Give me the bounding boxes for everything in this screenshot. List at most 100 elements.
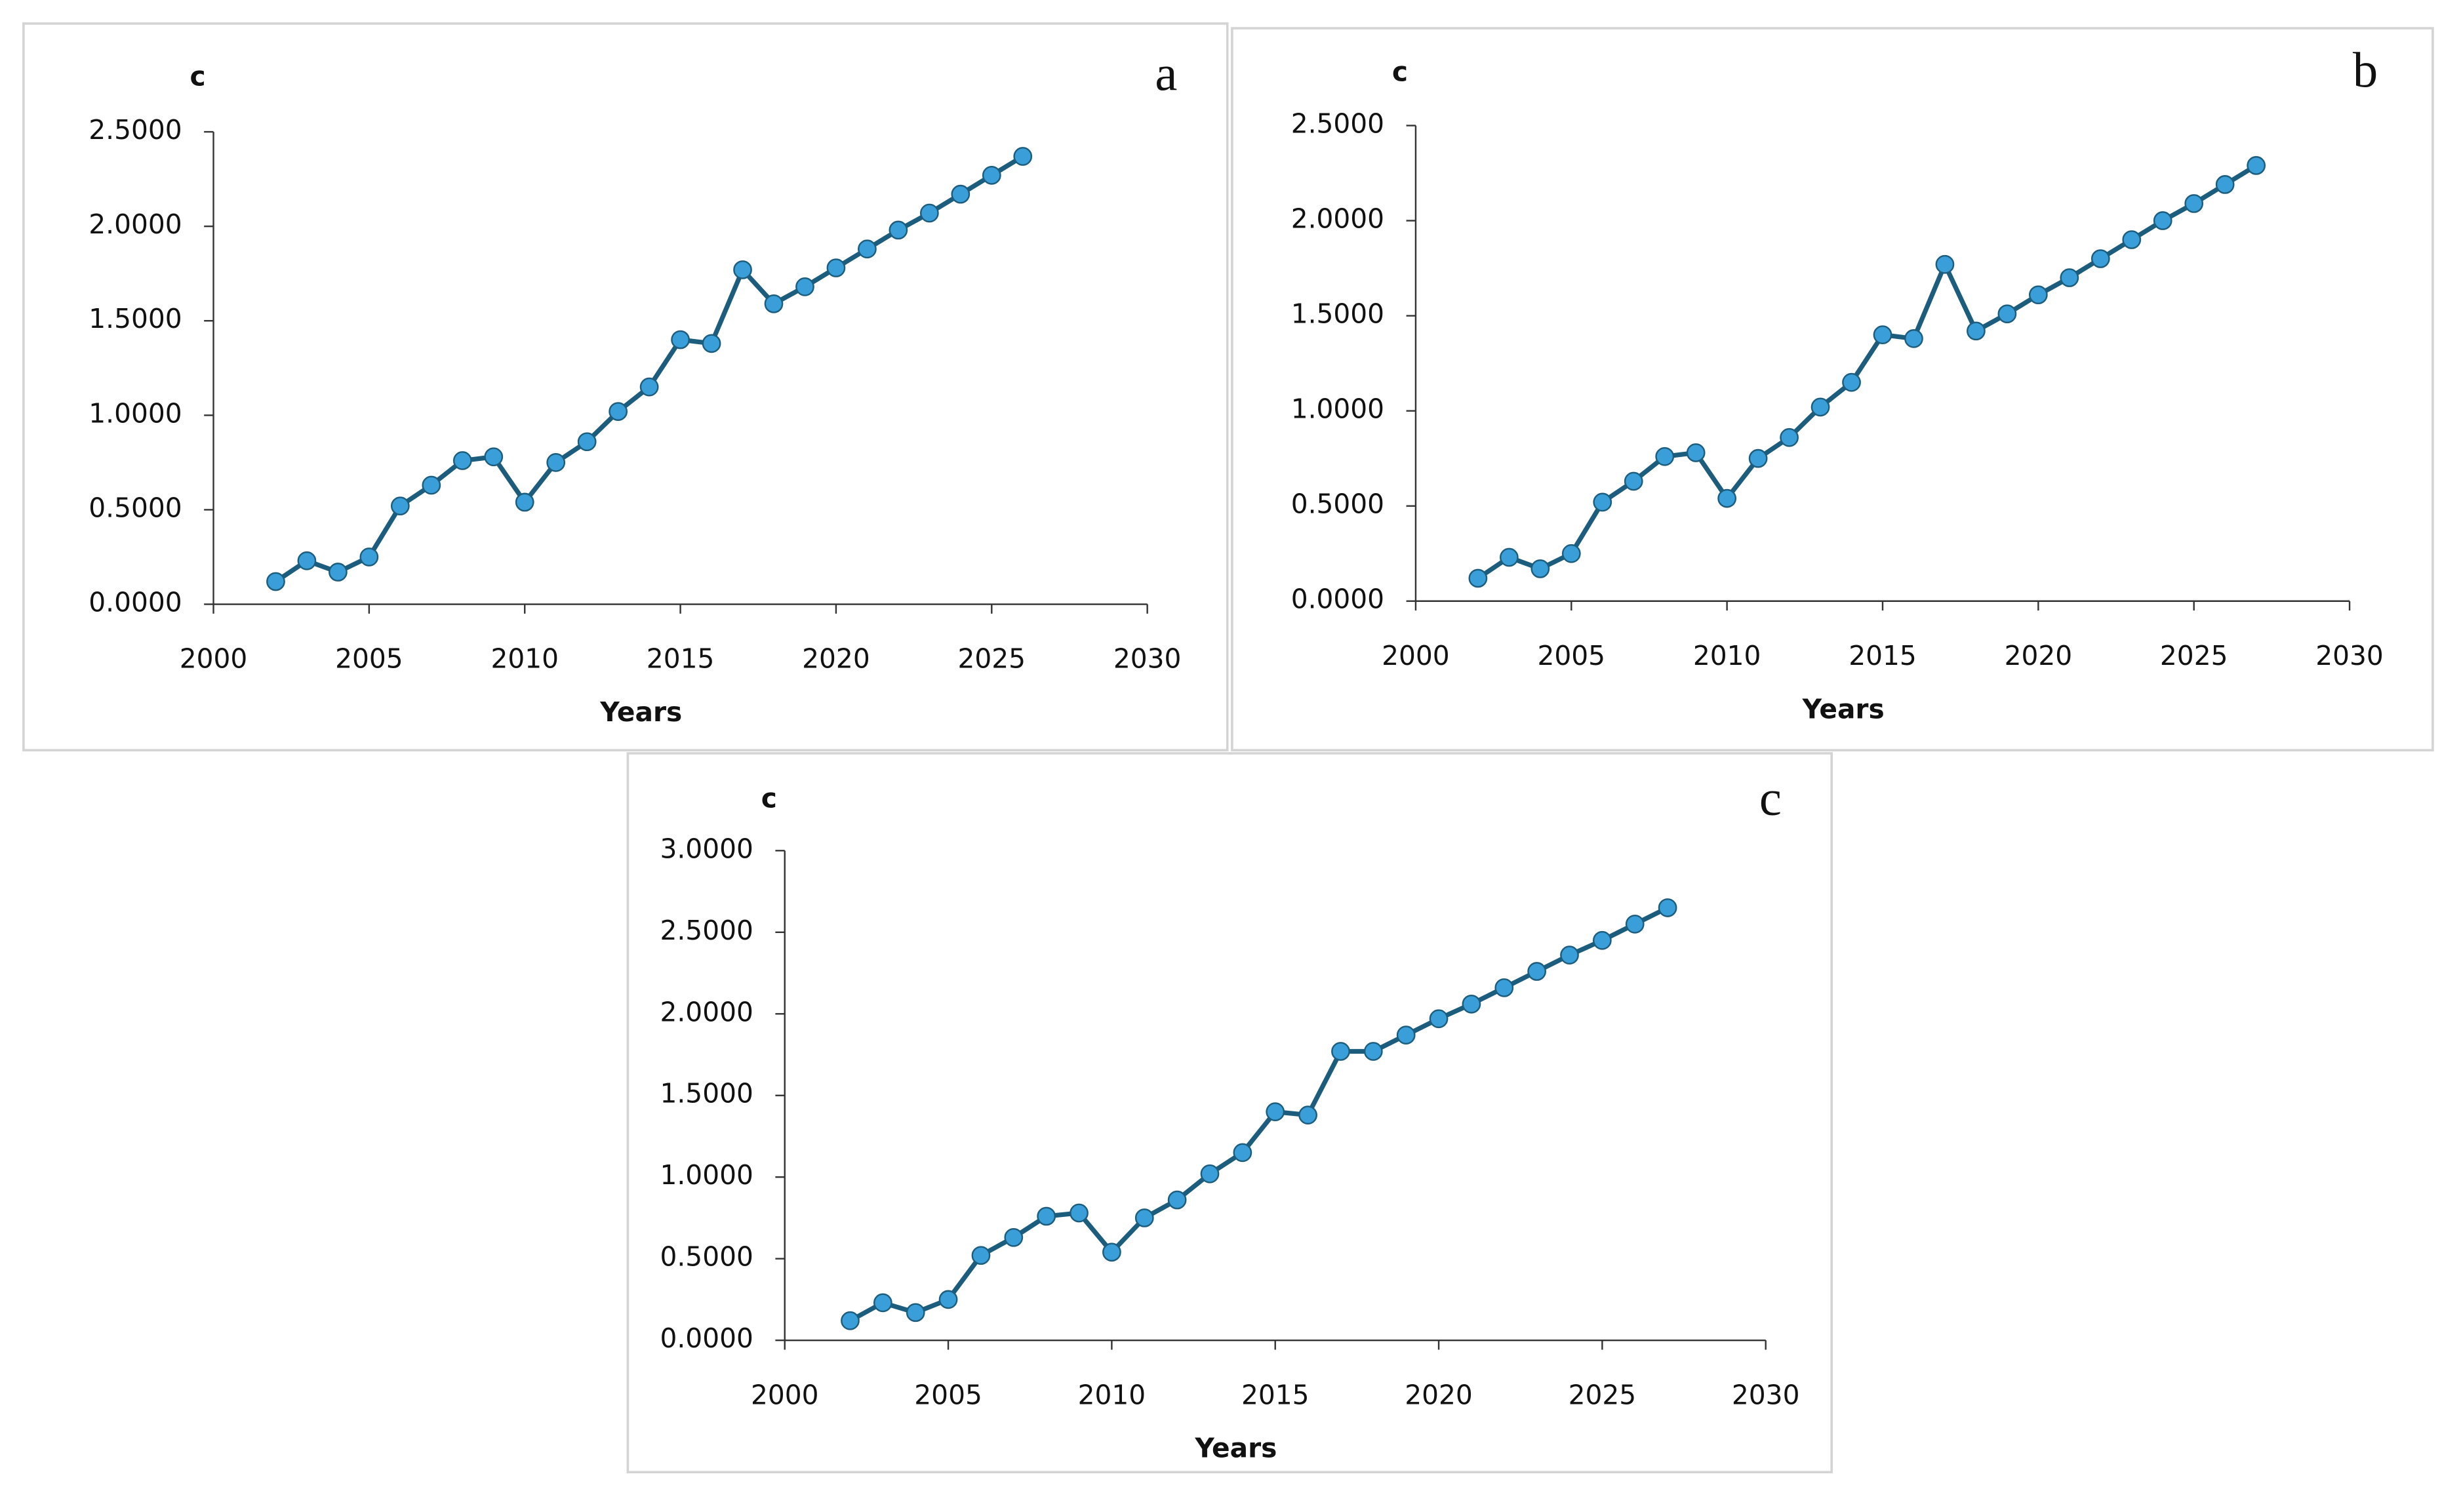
data-point [1527,962,1546,981]
data-point [2153,211,2172,230]
data-point [795,277,814,296]
x-tick-label: 2020 [1405,1379,1473,1410]
data-point [1967,321,1986,341]
panel-label: c [1759,770,1782,826]
y-tick-label: 2.0000 [660,996,753,1027]
y-axis-title: c [190,61,206,92]
x-tick-label: 2015 [1849,640,1917,671]
y-tick-label: 3.0000 [660,833,753,864]
panel-label: a [1155,45,1177,101]
data-point [2091,249,2110,268]
x-axis-title: Years [1194,1433,1277,1464]
data-point [297,551,317,570]
panel-frame [626,752,1833,1473]
y-tick-label: 2.0000 [89,209,182,240]
data-point [1494,978,1514,997]
data-point [1873,325,1892,344]
x-tick-label: 2015 [1241,1379,1310,1410]
series-line [274,154,1024,584]
data-point [1780,428,1799,447]
x-tick-label: 2030 [1732,1379,1800,1410]
data-point [1167,1190,1187,1210]
data-point [1625,914,1645,934]
data-point [1811,397,1830,417]
data-point [971,1246,991,1265]
x-tick-label: 2010 [490,643,559,675]
y-axis-title: c [761,783,777,814]
data-point [951,184,970,204]
y-tick-label: 2.5000 [660,915,753,946]
x-axis-title: Years [599,696,682,728]
y-tick-label: 0.0000 [89,587,182,618]
data-point [359,547,379,567]
y-tick-label: 1.0000 [89,397,182,429]
data-point [1233,1143,1252,1163]
panel-frame [22,22,1229,751]
data-point [1686,443,1706,462]
data-point [1429,1009,1449,1029]
x-tick-label: 2000 [1382,640,1450,671]
y-tick-label: 1.5000 [1291,298,1384,330]
data-point [671,330,690,349]
data-point [1200,1164,1220,1184]
data-point [826,258,846,277]
y-tick-label: 0.5000 [89,492,182,523]
panel-label: b [2353,42,2378,98]
x-tick-label: 2030 [1113,643,1182,675]
data-point [1331,1042,1350,1061]
data-point [1717,488,1737,508]
x-tick-label: 2025 [2160,640,2228,671]
data-point [841,1311,860,1330]
data-point [484,447,504,467]
data-point [2060,268,2079,287]
data-point [1102,1243,1121,1262]
data-point [702,334,721,353]
data-point [938,1290,958,1309]
data-point [1134,1208,1154,1227]
data-point [577,432,597,452]
data-point [2184,194,2204,213]
data-point [1997,304,2017,324]
y-tick-label: 2.5000 [1291,108,1384,139]
data-point [1004,1227,1024,1247]
data-point [609,402,628,421]
data-point [1935,254,1955,274]
x-tick-label: 2000 [180,643,248,675]
data-point [1037,1206,1056,1226]
data-point [733,260,752,279]
data-point [1593,492,1612,512]
y-tick-label: 1.5000 [660,1078,753,1109]
data-point [1298,1105,1317,1124]
x-tick-label: 2015 [647,643,715,675]
x-tick-label: 2005 [1538,640,1606,671]
data-point [1560,945,1579,965]
data-point [2215,175,2235,194]
data-point [452,451,472,470]
x-tick-label: 2010 [1078,1379,1146,1410]
data-point [1592,930,1612,950]
data-point [1499,547,1519,567]
x-tick-label: 2020 [802,643,870,675]
data-point [390,496,410,516]
data-point [858,239,877,259]
y-tick-label: 2.0000 [1291,203,1384,235]
data-point [1013,147,1033,166]
data-point [889,220,908,240]
data-point [1624,471,1643,491]
x-axis-title: Years [1802,693,1885,725]
data-point [515,492,534,512]
data-point [1468,568,1488,588]
data-point [906,1303,925,1323]
data-point [422,475,441,495]
y-axis-title: c [1392,56,1408,87]
data-point [2247,156,2266,175]
data-point [1070,1203,1089,1223]
y-tick-label: 0.5000 [1291,488,1384,520]
data-point [1655,447,1675,466]
x-tick-label: 2010 [1693,640,1761,671]
data-point [1904,329,1923,348]
y-tick-label: 0.0000 [660,1323,753,1354]
data-point [1531,559,1550,578]
y-tick-label: 1.0000 [660,1159,753,1191]
